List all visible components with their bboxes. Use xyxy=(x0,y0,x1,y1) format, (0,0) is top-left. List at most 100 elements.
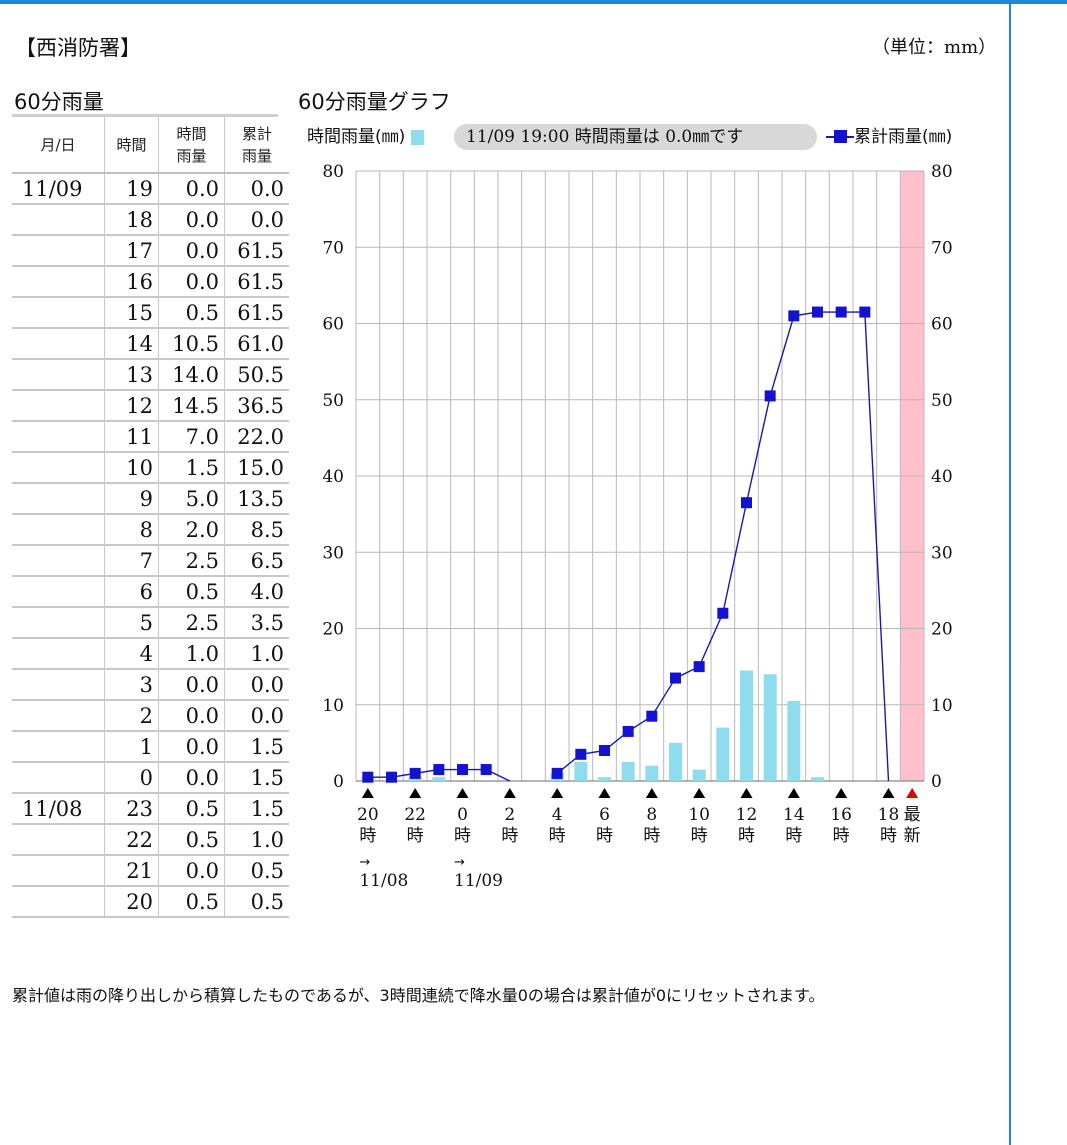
x-tick-label-top: 10 xyxy=(688,805,710,825)
table-row: 4 1.0 1.0 xyxy=(12,638,289,670)
cell-date xyxy=(12,700,105,732)
cell-cumulative-rain: 0.5 xyxy=(224,886,289,918)
cell-cumulative-rain: 50.5 xyxy=(224,359,289,391)
cell-hourly-rain: 0.0 xyxy=(158,762,225,794)
x-tick-marker xyxy=(645,788,658,798)
cell-hour: 0 xyxy=(104,762,159,794)
cumulative-marker xyxy=(764,390,776,402)
table-header-row: 月/日 時間 時間 雨量 累計 雨量 xyxy=(12,117,289,174)
x-tick-marker xyxy=(787,788,800,798)
table-row: 18 0.0 0.0 xyxy=(12,204,289,236)
table-row: 12 14.5 36.5 xyxy=(12,390,289,422)
x-tick-label-top: 22 xyxy=(404,805,426,825)
cell-date xyxy=(12,204,105,236)
cumulative-marker xyxy=(670,672,681,684)
cumulative-marker xyxy=(362,771,374,783)
cell-cumulative-rain: 3.5 xyxy=(224,607,289,639)
cumulative-marker xyxy=(622,725,634,737)
cumulative-marker xyxy=(835,306,847,318)
cell-cumulative-rain: 36.5 xyxy=(224,390,289,422)
cell-hourly-rain: 2.0 xyxy=(158,514,225,546)
cell-hour: 23 xyxy=(104,793,159,825)
cell-hour: 8 xyxy=(104,514,159,546)
cumulative-marker xyxy=(457,764,468,776)
cumulative-marker xyxy=(859,306,871,318)
cell-hour: 1 xyxy=(104,731,159,763)
x-tick-label-bottom: 時 xyxy=(691,826,708,846)
cumulative-marker xyxy=(433,764,445,776)
y-tick-label-left: 40 xyxy=(322,467,344,487)
cell-date xyxy=(12,297,105,329)
cumulative-line-segment xyxy=(864,312,890,782)
x-tick-label-top: 16 xyxy=(830,805,852,825)
cell-cumulative-rain: 22.0 xyxy=(224,421,289,453)
cell-hourly-rain: 0.0 xyxy=(158,172,225,205)
table-row: 21 0.0 0.5 xyxy=(12,855,289,887)
cell-cumulative-rain: 8.5 xyxy=(224,514,289,546)
cumulative-marker xyxy=(717,607,729,619)
cell-hourly-rain: 0.0 xyxy=(158,204,225,236)
hourly-rain-bar xyxy=(692,769,706,781)
cumulative-line-segment xyxy=(722,502,748,614)
x-tick-label-top: 14 xyxy=(783,805,805,825)
hourly-rain-bar xyxy=(787,700,801,781)
x-tick-label-top: 6 xyxy=(599,805,610,825)
table-row: 11/09 19 0.0 0.0 xyxy=(12,172,289,205)
cumulative-line-segment xyxy=(651,677,677,717)
cell-hourly-rain: 0.0 xyxy=(158,266,225,298)
cell-cumulative-rain: 61.0 xyxy=(224,328,289,360)
y-tick-label-right: 30 xyxy=(931,543,953,563)
y-tick-label-left: 30 xyxy=(322,543,344,563)
x-tick-marker xyxy=(693,788,706,798)
cell-hour: 20 xyxy=(104,886,159,918)
table-row: 7 2.5 6.5 xyxy=(12,545,289,577)
cell-hour: 17 xyxy=(104,235,159,267)
x-tick-marker xyxy=(409,788,422,798)
table-row: 6 0.5 4.0 xyxy=(12,576,289,608)
x-tick-marker xyxy=(835,788,848,798)
cell-hour: 12 xyxy=(104,390,159,422)
cell-cumulative-rain: 0.0 xyxy=(224,700,289,732)
cell-hour: 13 xyxy=(104,359,159,391)
cell-hourly-rain: 0.0 xyxy=(158,669,225,701)
cell-cumulative-rain: 13.5 xyxy=(224,483,289,515)
x-tick-label-bottom: 時 xyxy=(407,826,424,846)
cell-date xyxy=(12,545,105,577)
cell-hour: 4 xyxy=(104,638,159,670)
table-row: 15 0.5 61.5 xyxy=(12,297,289,329)
hourly-rain-bar xyxy=(598,777,611,781)
cell-hour: 3 xyxy=(104,669,159,701)
header-cumulative-rain-line2: 雨量 xyxy=(241,146,272,165)
table-row: 9 5.0 13.5 xyxy=(12,483,289,515)
y-tick-label-left: 20 xyxy=(322,620,344,640)
x-tick-label-bottom: 時 xyxy=(359,826,376,846)
cell-hour: 9 xyxy=(104,483,159,515)
cumulative-marker xyxy=(693,661,705,673)
cell-cumulative-rain: 0.5 xyxy=(224,855,289,887)
cumulative-marker xyxy=(386,771,397,783)
cumulative-marker xyxy=(599,745,610,756)
x-tick-label-top: 2 xyxy=(504,805,515,825)
cell-date xyxy=(12,266,105,298)
hourly-rain-bar xyxy=(645,765,659,781)
cumulative-line-segment xyxy=(745,395,771,503)
right-border-line xyxy=(1009,0,1011,1145)
x-tick-label-bottom: 時 xyxy=(501,826,518,846)
cell-date xyxy=(12,359,105,391)
cell-date xyxy=(12,576,105,608)
x-tick-marker xyxy=(361,788,374,798)
cell-date xyxy=(12,328,105,360)
footer-note: 累計値は雨の降り出しから積算したものであるが、3時間連続で降水量0の場合は累計値… xyxy=(12,986,825,1005)
cell-date xyxy=(12,483,105,515)
latest-tick-marker xyxy=(906,788,919,798)
table-title-underline xyxy=(12,114,278,117)
table-row: 8 2.0 8.5 xyxy=(12,514,289,546)
header-cumulative-rain-line1: 累計 xyxy=(241,124,272,143)
x-tick-marker xyxy=(551,788,564,798)
x-tick-marker xyxy=(503,788,516,798)
x-tick-marker xyxy=(740,788,753,798)
x-tick-label-top: 12 xyxy=(736,805,758,825)
rainfall-table: 月/日 時間 時間 雨量 累計 雨量 11/09 19 0.0 0.0 18 0.0 0.0… xyxy=(12,117,289,918)
x-tick-marker xyxy=(598,788,611,798)
header-hourly-rain: 時間 雨量 xyxy=(158,117,225,174)
